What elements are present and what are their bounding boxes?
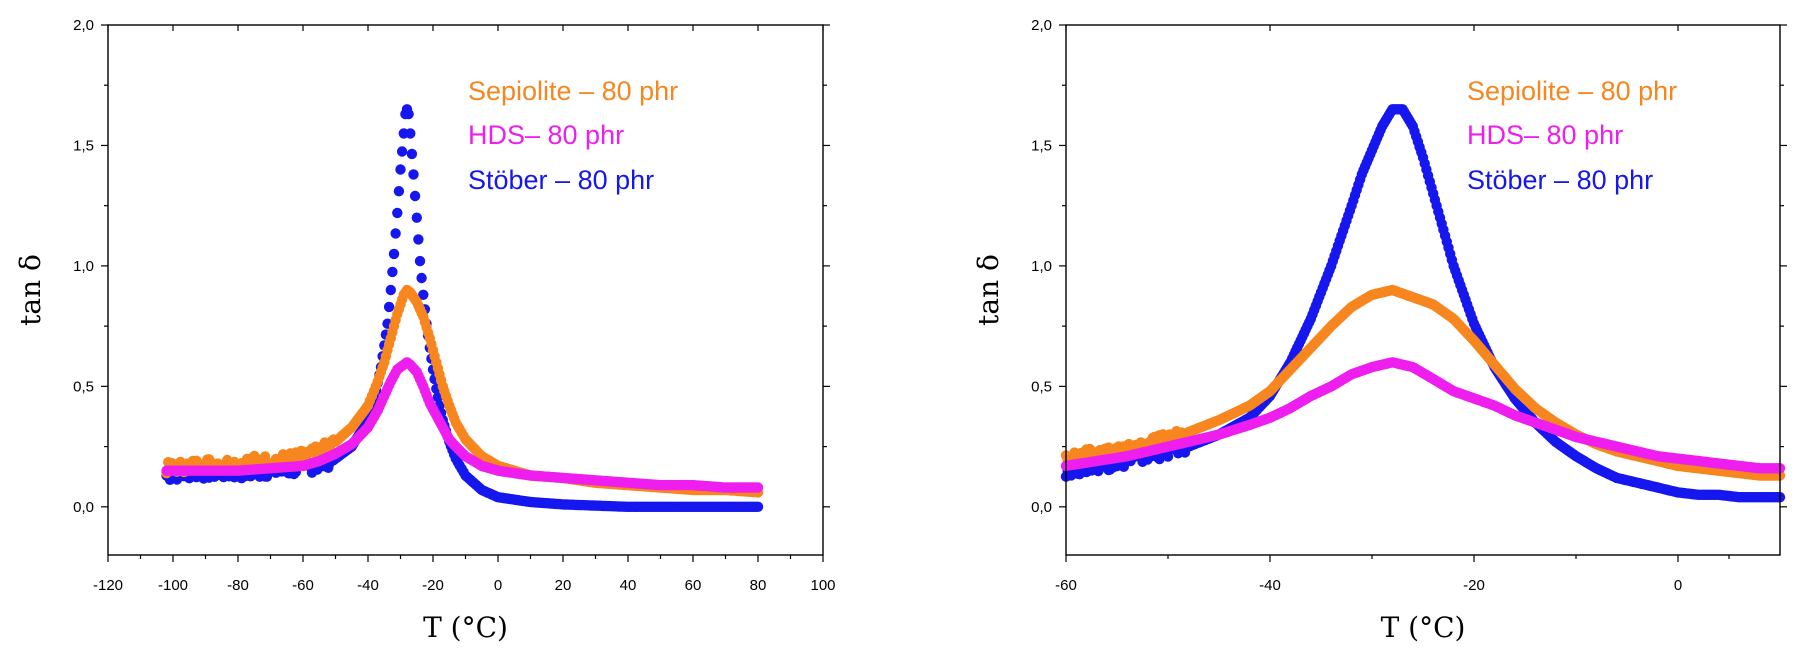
data-point — [418, 289, 429, 300]
y-tick-label: 1,0 — [73, 258, 94, 275]
x-tick-label: -40 — [357, 577, 379, 594]
data-point — [416, 272, 427, 284]
y-tick-label: 1,0 — [1031, 258, 1052, 275]
x-tick-label: 0 — [1674, 577, 1682, 594]
x-tick-label: -60 — [1055, 577, 1077, 594]
series-1 — [1060, 357, 1786, 474]
data-point — [387, 266, 398, 278]
y-tick-label: 1,5 — [1031, 137, 1052, 154]
data-point — [390, 228, 401, 239]
data-point — [408, 169, 419, 180]
data-point — [413, 234, 424, 245]
data-point — [403, 108, 414, 120]
x-tick-label: -100 — [158, 577, 188, 594]
x-tick-label: 40 — [620, 577, 637, 594]
chart-right: -60 -40 -20 0 0,0 0,5 1,0 1,5 2,0 T (°C) tan δ Sepi… — [972, 17, 1787, 644]
data-point — [388, 248, 400, 260]
legend-entry: Stöber – 80 phr — [1467, 165, 1653, 195]
x-axis-title: T (°C) — [423, 611, 508, 644]
data-point — [383, 301, 395, 313]
data-point — [752, 501, 764, 512]
x-tick-label: 60 — [685, 577, 702, 594]
data-point — [385, 284, 396, 296]
plot-frame — [1065, 24, 1781, 556]
x-tick-label: 80 — [750, 577, 767, 594]
data-point — [392, 207, 403, 219]
y-tick-label: 0,5 — [1031, 378, 1052, 395]
x-tick-label: -60 — [292, 577, 314, 594]
x-tick-label: -20 — [1463, 577, 1485, 594]
x-tick-label: 0 — [494, 577, 502, 594]
x-tick-label: -120 — [93, 577, 123, 594]
data-point — [393, 186, 405, 197]
y-tick-label: 2,0 — [73, 17, 94, 34]
y-tick-label: 1,5 — [73, 137, 94, 154]
x-tick-label: 20 — [555, 577, 572, 594]
y-tick-label: 2,0 — [1031, 17, 1052, 34]
data-point — [395, 164, 406, 175]
chart-left: -120 -100 -80 -60 -40 -20 0 20 40 60 80 100 0,0 0,5 1,… — [14, 17, 836, 644]
data-point — [414, 255, 426, 267]
legend-entry: Stöber – 80 phr — [468, 165, 654, 195]
data-point — [411, 212, 422, 223]
x-tick-label: -20 — [422, 577, 444, 594]
data-point — [396, 146, 408, 157]
legend-entry: HDS– 80 phr — [1467, 120, 1623, 150]
legend-entry: HDS– 80 phr — [468, 120, 624, 150]
y-tick-label: 0,0 — [73, 499, 94, 516]
data-point — [259, 451, 271, 462]
series-1 — [161, 357, 764, 493]
y-axis-title: tan δ — [972, 254, 1005, 326]
data-point — [405, 128, 416, 139]
x-tick-label: -80 — [227, 577, 249, 594]
y-tick-label: 0,5 — [73, 378, 94, 395]
data-point — [752, 482, 764, 493]
x-tick-label: 100 — [810, 577, 835, 594]
y-tick-label: 0,0 — [1031, 499, 1052, 516]
data-point — [406, 148, 418, 160]
legend-entry: Sepiolite – 80 phr — [468, 76, 678, 106]
y-axis-title: tan δ — [14, 254, 47, 326]
legend-entry: Sepiolite – 80 phr — [1467, 76, 1677, 106]
x-axis-title: T (°C) — [1381, 611, 1466, 644]
x-tick-label: -40 — [1259, 577, 1281, 594]
data-point — [409, 190, 421, 202]
